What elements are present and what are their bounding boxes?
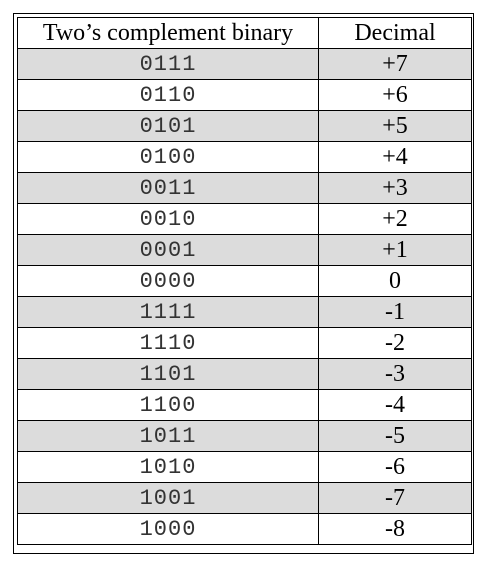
- decimal-cell: -3: [318, 358, 472, 390]
- binary-cell: 1001: [17, 482, 319, 514]
- table-row: 1001 -7: [17, 482, 472, 514]
- table-row: 0100 +4: [17, 141, 472, 173]
- binary-cell: 1011: [17, 420, 319, 452]
- decimal-cell: +6: [318, 79, 472, 111]
- decimal-cell: -6: [318, 451, 472, 483]
- binary-cell: 1110: [17, 327, 319, 359]
- binary-cell: 0010: [17, 203, 319, 235]
- binary-cell: 1010: [17, 451, 319, 483]
- table-row: 0110 +6: [17, 79, 472, 111]
- table-row: 0111 +7: [17, 48, 472, 80]
- table-row: 1010 -6: [17, 451, 472, 483]
- header-row: Two’s complement binary Decimal: [17, 17, 472, 49]
- header-binary: Two’s complement binary: [17, 17, 319, 49]
- binary-cell: 1101: [17, 358, 319, 390]
- decimal-cell: -1: [318, 296, 472, 328]
- decimal-cell: 0: [318, 265, 472, 297]
- decimal-cell: +7: [318, 48, 472, 80]
- decimal-cell: +3: [318, 172, 472, 204]
- decimal-cell: +2: [318, 203, 472, 235]
- table-row: 1101 -3: [17, 358, 472, 390]
- binary-cell: 0001: [17, 234, 319, 266]
- table-row: 1111 -1: [17, 296, 472, 328]
- table-row: 1100 -4: [17, 389, 472, 421]
- table-row: 1110 -2: [17, 327, 472, 359]
- binary-cell: 1111: [17, 296, 319, 328]
- header-decimal: Decimal: [318, 17, 472, 49]
- table-row: 0010 +2: [17, 203, 472, 235]
- table-row: 0101 +5: [17, 110, 472, 142]
- decimal-cell: -7: [318, 482, 472, 514]
- table-body: 0111 +7 0110 +6 0101 +5 0100 +4 0011 +3 0010 +2 0001…: [17, 48, 472, 545]
- decimal-cell: -4: [318, 389, 472, 421]
- table-row: 0000 0: [17, 265, 472, 297]
- table-row: 0011 +3: [17, 172, 472, 204]
- binary-cell: 0011: [17, 172, 319, 204]
- binary-cell: 0101: [17, 110, 319, 142]
- twos-complement-table: Two’s complement binary Decimal 0111 +7 01…: [17, 17, 472, 545]
- decimal-cell: +4: [318, 141, 472, 173]
- decimal-cell: -8: [318, 513, 472, 545]
- table-row: 1011 -5: [17, 420, 472, 452]
- table-row: 1000 -8: [17, 513, 472, 545]
- table-row: 0001 +1: [17, 234, 472, 266]
- binary-cell: 0110: [17, 79, 319, 111]
- binary-cell: 0111: [17, 48, 319, 80]
- decimal-cell: -2: [318, 327, 472, 359]
- decimal-cell: +1: [318, 234, 472, 266]
- binary-cell: 1100: [17, 389, 319, 421]
- decimal-cell: +5: [318, 110, 472, 142]
- binary-cell: 1000: [17, 513, 319, 545]
- binary-cell: 0100: [17, 141, 319, 173]
- binary-cell: 0000: [17, 265, 319, 297]
- decimal-cell: -5: [318, 420, 472, 452]
